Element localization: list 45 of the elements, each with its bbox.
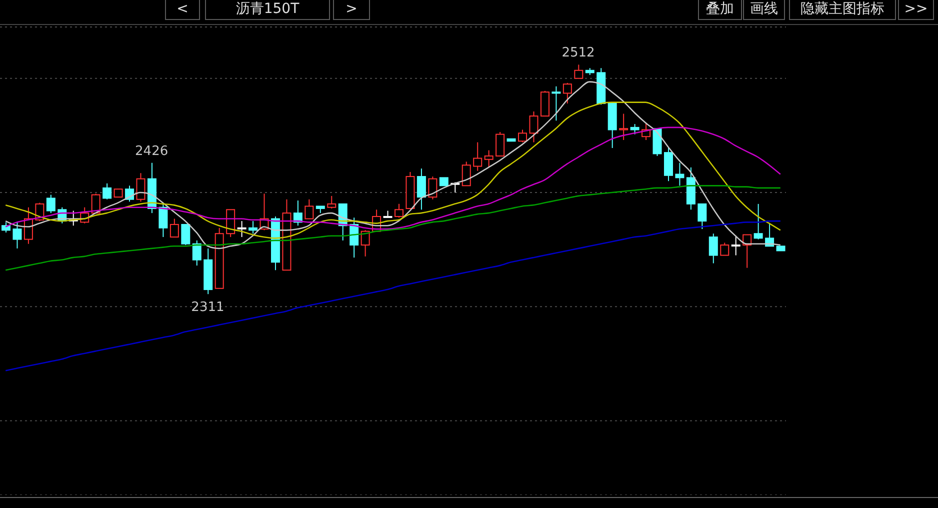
text: 叠加 [698, 0, 742, 20]
candlestick [720, 242, 730, 256]
text: 隐藏主图指标 [789, 0, 896, 20]
text: > [333, 0, 370, 20]
text: < [165, 0, 200, 20]
candlestick [304, 198, 314, 220]
candlestick [248, 220, 258, 234]
chart-title: 沥青150T [205, 0, 330, 20]
candlestick [731, 235, 740, 256]
candlestick [473, 142, 482, 172]
candlestick [136, 172, 146, 202]
text: 画线 [743, 0, 785, 20]
candlestick [698, 203, 707, 230]
annotation: 2311 [191, 300, 224, 316]
candlestick [327, 195, 336, 209]
candlestick [462, 161, 471, 186]
candlestick [394, 203, 404, 218]
candlestick [237, 220, 246, 238]
candlestick [360, 230, 370, 257]
candlestick [619, 113, 628, 141]
candlestick [416, 168, 426, 210]
candlestick [708, 233, 718, 264]
candlestick [102, 182, 112, 200]
candlestick [630, 124, 640, 135]
candlestick [158, 203, 168, 238]
candlestick [192, 240, 202, 266]
candlestick [518, 129, 528, 143]
candlestick [12, 222, 22, 249]
annotation: 2512 [562, 46, 595, 61]
candlestick [170, 218, 179, 238]
candlestick [574, 64, 584, 79]
candlestick [754, 203, 763, 240]
candlestick [540, 90, 550, 117]
candlestick [562, 82, 572, 104]
text: >> [898, 0, 934, 20]
candlestick [181, 224, 190, 246]
candlestick [675, 162, 684, 186]
candlestick [664, 147, 673, 182]
candlestick [552, 86, 561, 122]
candlestick [484, 150, 494, 168]
annotation: 2426 [135, 144, 168, 159]
candlestick [496, 132, 505, 156]
candlestick [428, 176, 438, 200]
candlestick [46, 194, 56, 214]
candlestick [529, 110, 538, 143]
